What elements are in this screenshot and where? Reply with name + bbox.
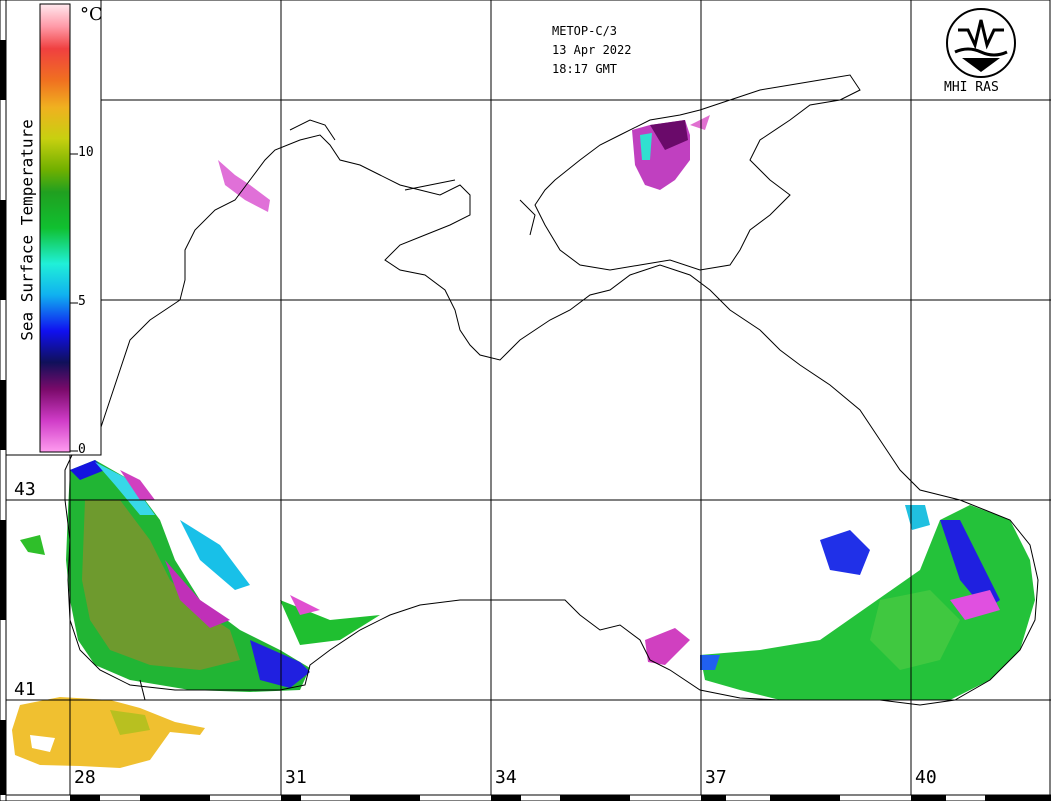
sst-marmara-sea	[12, 697, 205, 768]
legend-unit: °C	[80, 4, 103, 25]
date-label: 13 Apr 2022	[552, 43, 632, 57]
mhi-ras-logo	[946, 8, 1016, 78]
legend-title: Sea Surface Temperature	[17, 119, 37, 341]
sst-southwest-region	[20, 460, 380, 692]
legend-tick-5: 5	[78, 294, 86, 309]
coastline	[64, 74, 1039, 706]
satellite-label: METOP-C/3	[552, 24, 618, 38]
legend-tick-10: 10	[78, 145, 94, 160]
lat-label-43: 43	[14, 479, 36, 500]
lon-label-28: 28	[74, 767, 96, 788]
sst-southeast-region	[645, 505, 1035, 700]
legend-colorbar	[39, 3, 71, 453]
legend-box	[5, 0, 102, 456]
time-label: 18:17 GMT	[552, 62, 618, 76]
lon-label-34: 34	[495, 767, 517, 788]
logo-text: MHI RAS	[944, 80, 999, 95]
legend-tick-0: 0	[78, 442, 86, 457]
lon-label-37: 37	[705, 767, 727, 788]
lat-label-41: 41	[14, 679, 36, 700]
sst-azov-region	[218, 115, 710, 212]
lon-label-40: 40	[915, 767, 937, 788]
lon-label-31: 31	[285, 767, 307, 788]
